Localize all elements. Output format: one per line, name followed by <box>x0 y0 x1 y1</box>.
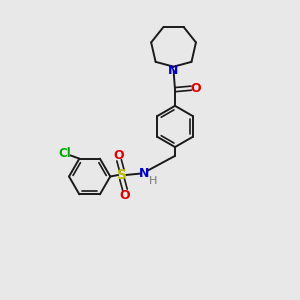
Text: O: O <box>190 82 201 95</box>
Text: N: N <box>168 64 179 77</box>
Text: S: S <box>117 168 127 182</box>
Text: Cl: Cl <box>59 147 72 160</box>
Text: O: O <box>114 148 124 161</box>
Text: N: N <box>139 167 149 180</box>
Text: O: O <box>120 188 130 202</box>
Text: H: H <box>149 176 158 186</box>
